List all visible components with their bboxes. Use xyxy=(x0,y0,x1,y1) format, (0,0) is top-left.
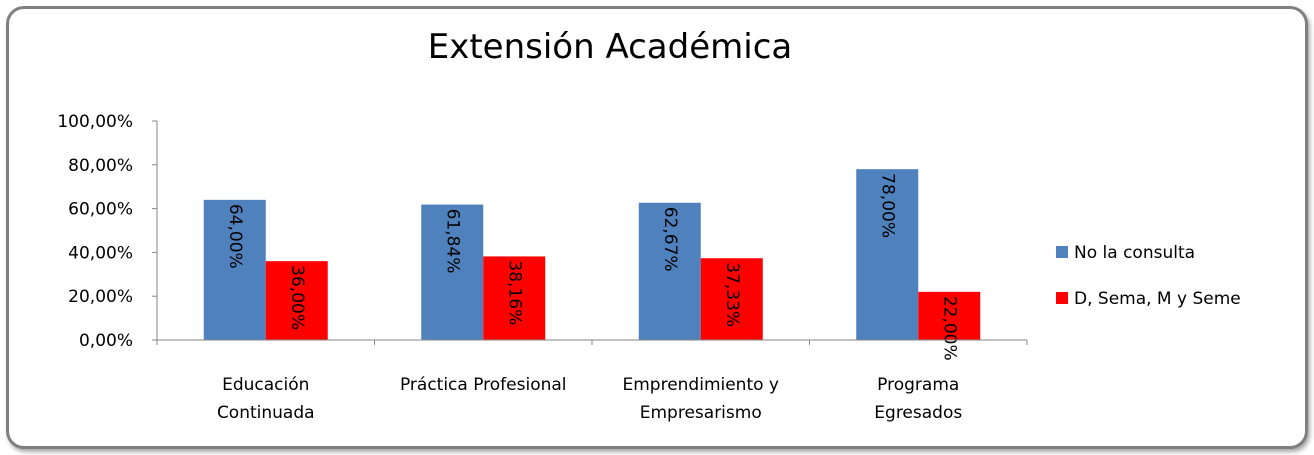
data-label: 78,00% xyxy=(877,173,897,238)
category-label: Egresados xyxy=(874,403,962,423)
category-label: Empresarismo xyxy=(640,403,762,423)
bars xyxy=(203,169,981,340)
bar xyxy=(918,291,981,340)
y-tick-label: 80,00% xyxy=(68,156,133,176)
y-axis: 0,00% 20,00% 40,00% 60,00% 80,00% 100,00% xyxy=(57,112,158,351)
category-label: Emprendimiento y xyxy=(622,375,779,395)
data-label: 62,67% xyxy=(660,207,680,272)
y-tick-label: 60,00% xyxy=(68,200,133,220)
bar xyxy=(638,202,701,340)
bar xyxy=(700,258,763,340)
data-labels: 64,00% 36,00% 61,84% 38,16% 62,67% 37,33% 78,0… xyxy=(225,173,960,360)
y-tick-label: 40,00% xyxy=(68,243,133,263)
bar xyxy=(483,256,546,340)
bar xyxy=(265,261,328,340)
bar xyxy=(421,204,484,340)
data-label: 36,00% xyxy=(287,265,307,330)
legend-swatch xyxy=(1056,246,1068,258)
data-label: 22,00% xyxy=(939,296,959,361)
data-label: 37,33% xyxy=(722,262,742,327)
y-tick-label: 100,00% xyxy=(57,112,133,132)
category-label: Educación xyxy=(222,375,309,395)
chart-title: Extensión Académica xyxy=(428,27,793,67)
legend-label: No la consulta xyxy=(1074,243,1195,263)
x-axis: Educación Continuada Práctica Profesional E… xyxy=(156,339,1028,423)
data-label: 64,00% xyxy=(225,204,245,269)
y-tick-label: 0,00% xyxy=(79,331,133,351)
category-label: Programa xyxy=(877,375,959,395)
category-label: Práctica Profesional xyxy=(400,375,567,395)
legend-swatch xyxy=(1056,292,1068,304)
bar xyxy=(203,199,266,340)
data-label: 38,16% xyxy=(504,260,524,325)
legend: No la consulta D, Sema, M y Seme xyxy=(1056,243,1241,309)
bar xyxy=(856,169,919,340)
legend-label: D, Sema, M y Seme xyxy=(1074,289,1241,309)
data-label: 61,84% xyxy=(442,209,462,274)
category-label: Continuada xyxy=(217,403,315,423)
y-tick-label: 20,00% xyxy=(68,287,133,307)
